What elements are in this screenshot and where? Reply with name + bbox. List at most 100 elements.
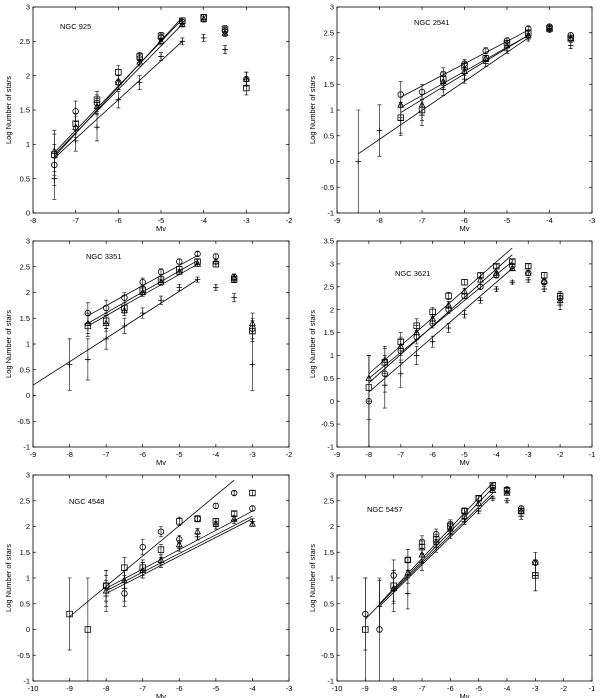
- error-bar: [177, 258, 182, 265]
- series-plus: [33, 276, 256, 447]
- x-tick-label: -5: [475, 684, 482, 693]
- data-point-plus: [355, 158, 362, 165]
- x-tick-label: -4: [249, 684, 256, 693]
- data-point-plus: [405, 590, 411, 597]
- data-point-plus: [376, 127, 383, 134]
- x-tick-label: -3: [525, 450, 532, 459]
- chart-title: NGC 3621: [395, 269, 430, 278]
- y-tick-label: 1: [330, 574, 334, 583]
- x-tick-label: -5: [176, 450, 183, 459]
- data-point-plus: [504, 497, 510, 504]
- data-point-plus: [85, 356, 91, 363]
- x-tick-label: -6: [176, 684, 183, 693]
- x-axis-label: Mv: [460, 692, 470, 698]
- data-point-circles: [230, 489, 238, 497]
- y-tick-label: 0: [26, 391, 30, 400]
- data-point-triangles: [540, 277, 548, 284]
- x-tick-label: -8: [366, 450, 373, 459]
- plot-area: [362, 482, 539, 681]
- data-point-triangles: [404, 568, 412, 576]
- data-point-plus: [440, 86, 447, 93]
- chart-panel-5: -10 -9 -8 -7 -6 -5 -4 -3 -1 -0.5 0 0.5 1 1.5 2 2.5 3 Mv Lo…: [4, 471, 292, 698]
- data-point-plus: [397, 370, 404, 377]
- data-point-plus: [194, 276, 201, 283]
- data-point-triangles: [157, 278, 165, 285]
- error-bar: [85, 577, 90, 681]
- y-tick-label: 0.5: [324, 599, 334, 608]
- data-point-plus: [493, 286, 500, 292]
- data-point-plus: [139, 567, 146, 574]
- y-tick-label: 3: [330, 471, 334, 480]
- x-tick-label: -7: [139, 684, 146, 693]
- y-tick-label: 1.5: [20, 548, 30, 557]
- series-triangles: [390, 486, 539, 605]
- series-circles: [51, 14, 250, 186]
- fit-line-squares: [105, 515, 253, 592]
- x-tick-label: -3: [249, 450, 256, 459]
- x-tick-label: -9: [66, 684, 73, 693]
- y-tick-label: -1: [327, 677, 334, 686]
- error-bar: [232, 490, 237, 496]
- data-point-circles: [176, 258, 183, 265]
- fit-line-triangles: [368, 261, 513, 379]
- data-point-plus: [103, 593, 109, 599]
- data-point-plus: [382, 382, 388, 388]
- x-tick-label: -5: [504, 216, 511, 225]
- data-point-triangles: [136, 57, 144, 65]
- series-plus: [51, 34, 250, 200]
- data-point-plus: [546, 27, 553, 33]
- data-point-circles: [102, 304, 110, 312]
- x-tick-label: -8: [30, 216, 37, 225]
- data-point-triangles: [200, 15, 208, 22]
- chart-title: NGC 4548: [69, 497, 104, 506]
- data-point-circles: [121, 294, 128, 301]
- x-tick-label: -3: [286, 684, 293, 693]
- data-point-plus: [249, 361, 256, 368]
- data-point-plus: [525, 277, 532, 283]
- x-tick-label: -5: [158, 216, 165, 225]
- error-bar: [85, 312, 90, 334]
- y-tick-label: 1.5: [324, 328, 334, 337]
- chart-title: NGC 3351: [86, 252, 121, 261]
- plot-frame: [336, 240, 593, 448]
- error-bar: [250, 505, 255, 512]
- x-tick-label: -2: [557, 450, 564, 459]
- data-point-plus: [461, 76, 468, 82]
- y-tick-label: 2: [330, 305, 334, 314]
- data-point-plus: [176, 284, 183, 291]
- data-point-plus: [413, 352, 420, 359]
- chart-panel-1: -8 -7 -6 -5 -4 -3 -2 0 0.5 1 1.5 2 2.5 3 Mv Log Number …: [4, 3, 292, 233]
- data-point-plus: [249, 518, 256, 525]
- series-circles: [84, 250, 256, 340]
- data-point-plus: [139, 310, 146, 316]
- y-tick-label: 2.5: [20, 262, 30, 271]
- data-point-plus: [532, 572, 539, 579]
- x-tick-label: -1: [589, 450, 596, 459]
- data-point-squares: [176, 518, 183, 525]
- data-point-plus: [475, 508, 482, 514]
- data-point-plus: [243, 76, 250, 82]
- data-point-plus: [194, 534, 201, 540]
- data-point-plus: [213, 523, 219, 530]
- y-axis-label: Log Number of stars: [4, 544, 13, 612]
- data-point-triangles: [221, 29, 229, 36]
- data-point-triangles: [413, 328, 421, 336]
- data-point-plus: [518, 513, 524, 519]
- data-point-plus: [121, 323, 128, 329]
- x-axis-label: Mv: [156, 224, 166, 233]
- data-point-plus: [72, 138, 79, 144]
- x-tick-label: -6: [429, 450, 436, 459]
- y-tick-label: 2.5: [324, 496, 334, 505]
- data-point-triangles: [139, 288, 147, 296]
- series-plus: [103, 518, 256, 612]
- data-point-triangles: [489, 486, 497, 494]
- error-bar: [213, 503, 218, 509]
- y-tick-label: 0: [26, 209, 30, 218]
- data-point-triangles: [178, 20, 186, 27]
- error-bar: [526, 263, 531, 269]
- data-point-triangles: [212, 257, 220, 265]
- y-tick-label: 2.5: [20, 37, 30, 46]
- data-point-triangles: [503, 488, 511, 496]
- error-bar: [414, 325, 419, 340]
- data-point-plus: [390, 588, 397, 594]
